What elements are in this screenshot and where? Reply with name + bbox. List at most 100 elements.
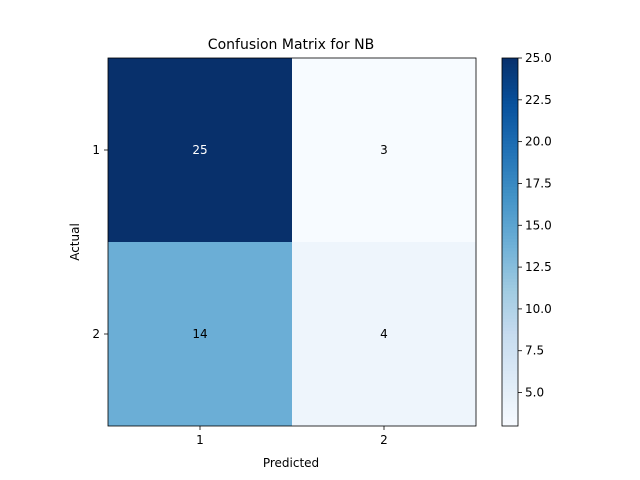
colorbar-segment: [502, 202, 518, 206]
colorbar-segment: [502, 242, 518, 246]
colorbar-segment: [502, 107, 518, 111]
colorbar-segment: [502, 165, 518, 169]
colorbar-segment: [502, 288, 518, 292]
cell-value-label: 3: [380, 143, 388, 157]
colorbar-segment: [502, 324, 518, 329]
colorbar-segment: [502, 150, 518, 154]
colorbar-segment: [502, 254, 518, 258]
colorbar-segment: [502, 211, 518, 215]
colorbar-segment: [502, 315, 518, 320]
colorbar-segment: [502, 413, 518, 418]
colorbar-segment: [502, 100, 518, 105]
colorbar-segment: [502, 416, 518, 421]
colorbar-segment: [502, 183, 518, 188]
colorbar-segment: [502, 306, 518, 311]
colorbar-segment: [502, 340, 518, 344]
colorbar-segment: [502, 73, 518, 77]
colorbar-segment: [502, 232, 518, 237]
colorbar-segment: [502, 294, 518, 298]
y-tick-label: 1: [92, 143, 100, 157]
colorbar-segment: [502, 401, 518, 406]
colorbar-segment: [502, 217, 518, 222]
colorbar-segment: [502, 376, 518, 381]
colorbar-segment: [502, 367, 518, 372]
colorbar-segment: [502, 116, 518, 120]
colorbar-segment: [502, 404, 518, 409]
colorbar-segment: [502, 85, 518, 90]
heatmap-cell: [108, 58, 292, 242]
colorbar-segment: [502, 174, 518, 179]
colorbar-segment: [502, 352, 518, 357]
colorbar-segment: [502, 223, 518, 228]
colorbar-segment: [502, 162, 518, 166]
colorbar-segment: [502, 143, 518, 148]
colorbar-segment: [502, 146, 518, 151]
colorbar-tick-label: 7.5: [525, 344, 544, 358]
colorbar-tick-label: 15.0: [525, 218, 552, 232]
colorbar-segment: [502, 370, 518, 375]
colorbar-tick-label: 17.5: [525, 176, 552, 190]
colorbar-segment: [502, 67, 518, 71]
colorbar-segment: [502, 97, 518, 102]
colorbar-segment: [502, 171, 518, 176]
colorbar-segment: [502, 245, 518, 249]
colorbar-segment: [502, 88, 518, 93]
colorbar-segment: [502, 196, 518, 200]
colorbar-segment: [502, 186, 518, 191]
colorbar-segment: [502, 82, 518, 87]
colorbar-segment: [502, 327, 518, 332]
chart-title: Confusion Matrix for NB: [208, 37, 374, 53]
colorbar-segment: [502, 208, 518, 212]
colorbar-segment: [502, 269, 518, 274]
colorbar-segment: [502, 251, 518, 255]
colorbar-segment: [502, 266, 518, 271]
colorbar-segment: [502, 235, 518, 240]
colorbar-segment: [502, 180, 518, 185]
colorbar-segment: [502, 312, 518, 317]
colorbar-segment: [502, 383, 518, 387]
colorbar-segment: [502, 131, 518, 136]
colorbar-segment: [502, 284, 518, 289]
heatmap-cells: [108, 58, 476, 426]
colorbar-segment: [502, 419, 518, 424]
colorbar-segment: [502, 122, 518, 127]
colorbar-segment: [502, 125, 518, 130]
colorbar-segment: [502, 300, 518, 304]
x-tick-label: 1: [196, 433, 204, 447]
colorbar-segment: [502, 205, 518, 209]
colorbar-segment: [502, 94, 518, 99]
colorbar-segment: [502, 392, 518, 396]
colorbar-segment: [502, 318, 518, 323]
colorbar-tick-label: 22.5: [525, 93, 552, 107]
colorbar-segment: [502, 263, 518, 268]
colorbar-segment: [502, 248, 518, 252]
colorbar-segment: [502, 110, 518, 114]
colorbar-segment: [502, 168, 518, 173]
colorbar-segment: [502, 373, 518, 378]
colorbar: 5.0 7.5 10.0 12.5 15.0 17.5 20.0 22.5 25.0: [501, 51, 552, 427]
colorbar-segment: [502, 260, 518, 265]
colorbar-segment: [502, 128, 518, 133]
colorbar-segment: [502, 389, 518, 393]
colorbar-segment: [502, 199, 518, 203]
x-axis-label: Predicted: [263, 456, 319, 470]
colorbar-frame: [501, 57, 519, 427]
colorbar-segment: [502, 153, 518, 157]
colorbar-segment: [502, 337, 518, 341]
colorbar-segment: [502, 334, 518, 338]
colorbar-segment: [502, 137, 518, 142]
colorbar-segment: [502, 58, 518, 62]
y-axis-label: Actual: [68, 223, 82, 261]
colorbar-segment: [502, 238, 518, 243]
cell-value-labels: 25 3 14 4: [192, 143, 387, 341]
colorbar-tick-label: 10.0: [525, 302, 552, 316]
colorbar-segment: [502, 398, 518, 403]
y-axis: 12: [92, 143, 108, 341]
colorbar-segment: [502, 407, 518, 412]
colorbar-segment: [502, 349, 518, 353]
colorbar-segment: [502, 226, 518, 231]
plot-frame: [107, 57, 477, 427]
colorbar-segment: [502, 134, 518, 139]
colorbar-segment: [502, 395, 518, 399]
colorbar-segment: [502, 297, 518, 301]
